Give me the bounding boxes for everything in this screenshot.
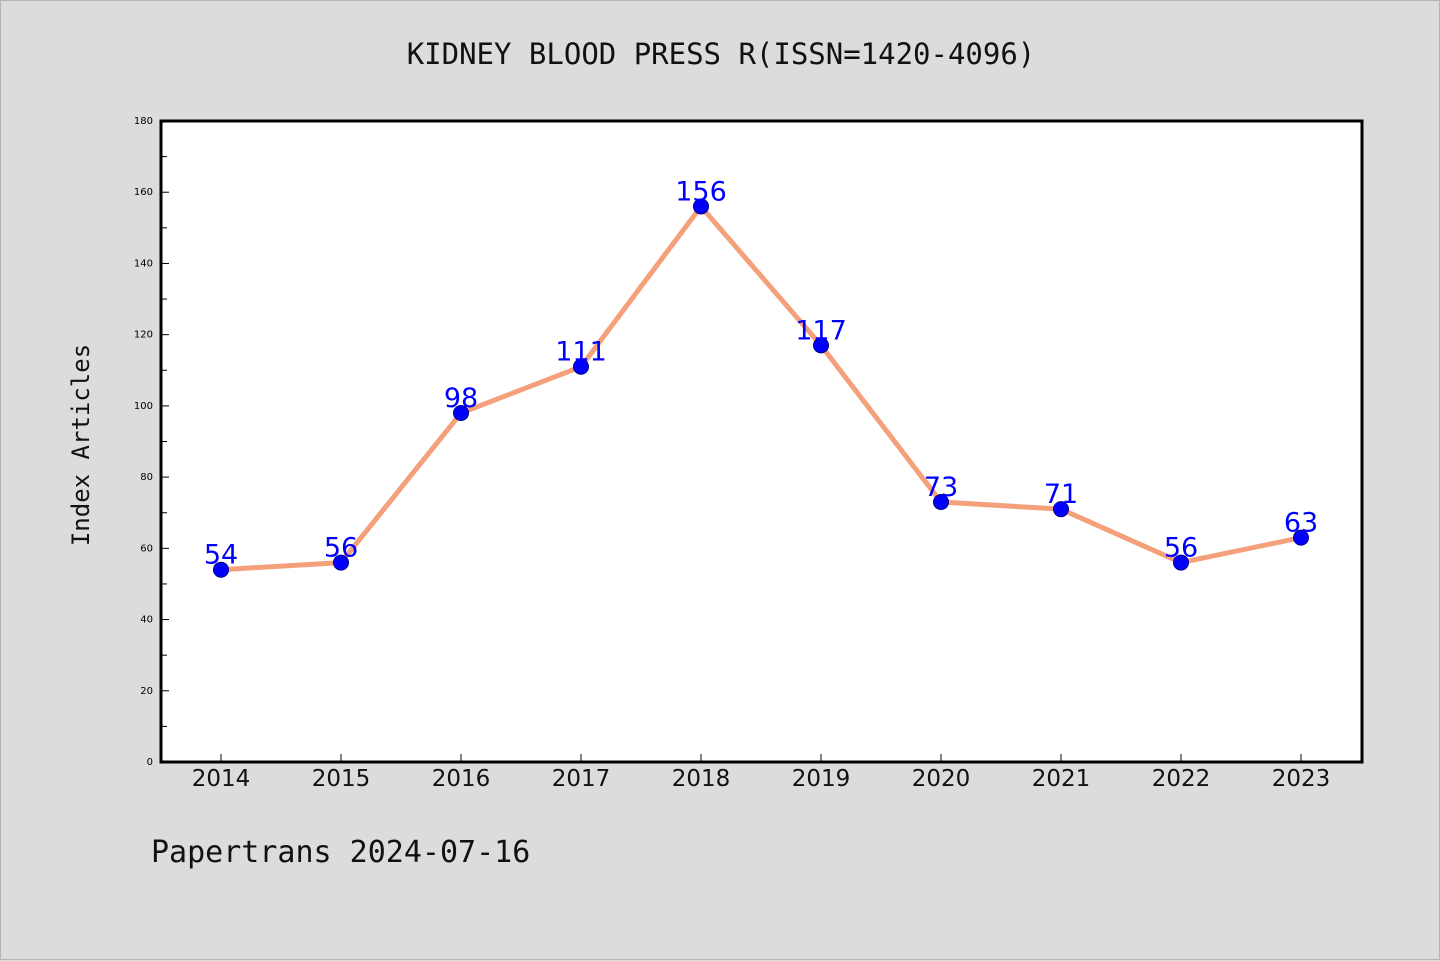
- data-point: [453, 405, 469, 422]
- data-point: [333, 554, 349, 571]
- data-label: 117: [795, 315, 847, 346]
- plot-background: [161, 121, 1362, 762]
- y-tick-label: 180: [134, 116, 153, 127]
- x-tick-label: 2023: [1272, 766, 1331, 792]
- x-tick-label: 2022: [1152, 766, 1211, 792]
- x-tick-label: 2021: [1032, 766, 1091, 792]
- data-point: [1173, 554, 1189, 571]
- data-point: [1053, 501, 1069, 518]
- plot-frame: [159, 119, 1364, 764]
- data-point: [573, 358, 589, 375]
- chart-title: KIDNEY BLOOD PRESS R(ISSN=1420-4096): [406, 37, 1036, 71]
- x-tick-label: 2016: [432, 766, 491, 792]
- x-tick-label: 2014: [192, 766, 251, 792]
- y-tick-label: 100: [134, 401, 153, 412]
- y-tick-label: 80: [140, 472, 153, 483]
- y-tick-label: 160: [134, 187, 153, 198]
- data-point: [213, 561, 229, 578]
- y-tick-label: 120: [134, 330, 153, 341]
- x-tick-label: 2017: [552, 766, 611, 792]
- x-tick-label: 2015: [312, 766, 371, 792]
- data-label: 54: [204, 540, 238, 571]
- data-point: [813, 337, 829, 354]
- x-tick-label: 2019: [792, 766, 851, 792]
- data-label: 98: [444, 383, 478, 414]
- data-label: 71: [1044, 479, 1078, 510]
- data-point: [693, 198, 709, 215]
- data-label: 56: [324, 533, 358, 564]
- y-tick-label: 0: [147, 757, 153, 768]
- y-tick-label: 20: [140, 686, 153, 697]
- data-label: 111: [555, 337, 607, 368]
- data-label: 73: [924, 472, 958, 503]
- y-tick-label: 40: [140, 615, 153, 626]
- x-tick-label: 2018: [672, 766, 731, 792]
- data-label: 63: [1284, 508, 1318, 539]
- y-tick-label: 60: [140, 543, 153, 554]
- data-label: 156: [675, 176, 727, 207]
- data-point: [1293, 529, 1309, 546]
- y-tick-label: 140: [134, 258, 153, 269]
- footer-text: Papertrans 2024-07-16: [151, 835, 531, 870]
- data-label: 56: [1164, 533, 1198, 564]
- data-point: [933, 494, 949, 511]
- x-tick-label: 2020: [912, 766, 971, 792]
- series-line: [218, 203, 1304, 573]
